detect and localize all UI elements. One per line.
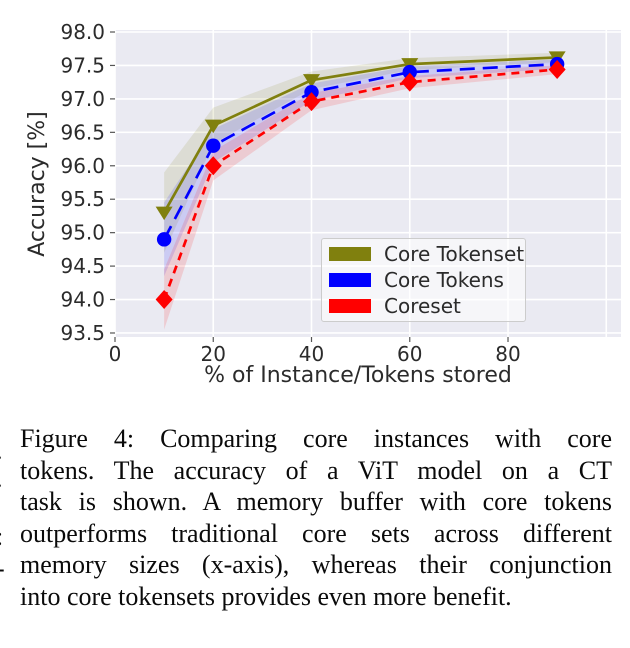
legend-entry-core-tokenset: Core Tokenset — [322, 244, 525, 264]
legend-entry-coreset: Coreset — [322, 296, 525, 316]
margin-fragment: . — [0, 438, 3, 464]
x-tick-label: 0 — [109, 342, 122, 366]
marker-core-tokenset — [401, 58, 419, 72]
marker-core-tokenset — [204, 119, 222, 134]
marker-core-tokenset — [303, 74, 321, 88]
legend-label: Coreset — [384, 294, 461, 318]
legend-entry-core-tokens: Core Tokens — [322, 270, 525, 290]
x-tick-label: 80 — [495, 342, 520, 366]
x-tick-label: 40 — [299, 342, 324, 366]
y-tick-label: 97.5 — [60, 53, 105, 77]
marker-core-tokenset — [155, 206, 173, 221]
margin-fragment: : — [0, 524, 3, 550]
y-tick-label: 94.5 — [60, 254, 105, 278]
legend-label: Core Tokenset — [384, 242, 525, 266]
caption-line: tokens. The accuracy of a ViT model on a… — [20, 455, 612, 485]
marker-core-tokens — [206, 138, 221, 153]
x-tick-label: 20 — [201, 342, 226, 366]
y-tick-label: 93.5 — [60, 321, 105, 345]
figure-chart: 0 20 40 60 80 98.0 97.5 97.0 96.5 96.0 95.5 95.0 94.… — [25, 20, 621, 388]
legend-swatch-coreset — [329, 299, 371, 313]
x-axis-label: % of Instance/Tokens stored — [204, 363, 512, 388]
caption-line: Figure 4: Comparing core instances with … — [20, 424, 612, 453]
marker-coreset — [155, 290, 173, 310]
caption-line: task is shown. A memory buffer with core… — [20, 487, 612, 516]
caption-line: memory sizes (x-axis), whereas their con… — [20, 550, 612, 579]
marker-core-tokens — [402, 64, 417, 80]
marker-coreset — [303, 92, 321, 112]
chart-legend: Core Tokenset Core Tokens Coreset — [321, 238, 526, 322]
y-tick-label: 97.0 — [60, 87, 105, 111]
confidence-band-coreset — [164, 64, 558, 330]
marker-coreset — [548, 59, 566, 79]
chart-canvas: 0 20 40 60 80 98.0 97.5 97.0 96.5 96.0 95.5 95.0 94.… — [25, 20, 621, 388]
legend-swatch-core-tokens — [329, 273, 371, 287]
caption-line: into core tokensets provides even more b… — [20, 581, 512, 611]
y-tick-label: 95.5 — [60, 187, 105, 211]
y-tick-label: 96.5 — [60, 120, 105, 144]
marker-core-tokens — [156, 232, 172, 247]
y-tick-label: 95.0 — [60, 221, 105, 245]
caption-line: outperforms traditional core sets across… — [20, 518, 612, 548]
margin-fragment: - — [0, 556, 5, 582]
margin-fragment: . — [0, 466, 3, 492]
y-axis-label: Accuracy [%] — [25, 111, 50, 257]
x-tick-label: 60 — [397, 342, 422, 366]
marker-coreset — [204, 156, 222, 176]
legend-swatch-core-tokenset — [329, 247, 371, 261]
legend-label: Core Tokens — [384, 268, 504, 292]
confidence-band-core-tokens — [164, 59, 558, 277]
marker-coreset — [401, 72, 419, 92]
figure-caption: Figure 4: Comparing core instances with … — [20, 423, 612, 612]
y-tick-label: 98.0 — [60, 20, 105, 44]
y-tick-label: 94.0 — [60, 288, 105, 312]
y-tick-label: 96.0 — [60, 154, 105, 178]
